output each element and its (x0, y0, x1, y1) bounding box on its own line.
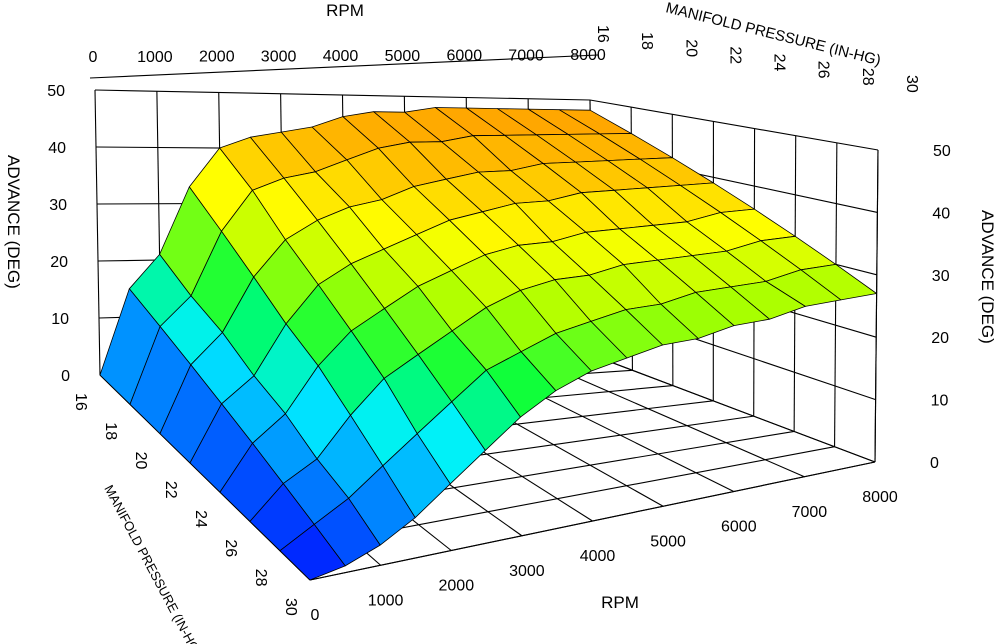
back-wall-gridline (94, 89, 101, 376)
bottom-x-tick-label: 0 (311, 607, 320, 624)
surface-cell (279, 524, 346, 581)
top-x-tick-label: 0 (89, 49, 98, 66)
top-x-tick-label: 4000 (323, 48, 359, 65)
tick-labels: 0 10 20 30 40 50 0 10 20 30 40 50 0 1000 2000 3000 4000 5… (47, 25, 951, 624)
top-y-tick-label: 22 (726, 46, 743, 64)
side-wall-gridline (591, 354, 876, 463)
left-y-tick-label: 20 (132, 452, 149, 470)
top-x-tick-label: 1000 (137, 49, 173, 66)
bottom-x-tick-label: 5000 (650, 533, 686, 550)
right-z-axis-title: ADVANCE (DEG) (978, 210, 997, 344)
side-wall-gridline (589, 99, 879, 151)
left-z-tick-label: 10 (51, 311, 69, 328)
bottom-x-tick-label: 7000 (792, 504, 828, 521)
right-z-tick-label: 0 (930, 455, 939, 472)
left-z-axis-title: ADVANCE (DEG) (4, 155, 23, 289)
surface-mesh (99, 107, 877, 581)
bottom-x-tick-label: 2000 (439, 578, 475, 595)
bottom-x-tick-label: 4000 (580, 548, 616, 565)
top-y-tick-label: 18 (638, 32, 655, 50)
right-z-tick-label: 50 (933, 143, 951, 160)
bottom-x-tick-label: 8000 (862, 489, 898, 506)
bottom-x-tick-label: 6000 (721, 519, 757, 536)
right-z-tick-label: 20 (931, 330, 949, 347)
top-x-axis-line (89, 54, 599, 79)
top-x-tick-label: 8000 (570, 47, 606, 64)
left-z-tick-label: 30 (49, 197, 67, 214)
left-y-tick-label: 22 (162, 481, 179, 499)
left-z-tick-label: 40 (48, 140, 66, 157)
left-y-tick-label: 30 (282, 598, 299, 616)
bottom-x-tick-label: 1000 (368, 592, 404, 609)
right-z-tick-label: 10 (931, 393, 949, 410)
left-y-tick-label: 18 (102, 422, 119, 440)
top-y-tick-label: 24 (771, 54, 788, 72)
top-x-tick-label: 6000 (447, 48, 483, 65)
left-y-tick-label: 16 (72, 393, 89, 411)
left-y-tick-label: 26 (222, 539, 239, 557)
top-x-tick-label: 2000 (199, 49, 235, 66)
back-wall-gridline (94, 89, 591, 101)
right-z-tick-label: 30 (932, 268, 950, 285)
left-y-tick-label: 28 (252, 569, 269, 587)
left-z-tick-label: 20 (50, 254, 68, 271)
top-y-tick-label: 26 (815, 61, 832, 79)
top-x-tick-label: 5000 (385, 48, 421, 65)
top-y-tick-label: 30 (903, 75, 920, 93)
top-x-axis-title: RPM (326, 1, 364, 20)
bottom-x-axis-title: RPM (601, 593, 639, 612)
left-y-tick-label: 24 (192, 510, 209, 528)
front-x-axis-line (309, 461, 876, 581)
left-z-tick-label: 50 (47, 83, 65, 100)
bottom-x-tick-label: 3000 (509, 563, 545, 580)
left-y-axis-title: MANIFOLD PRESSURE (IN-HG) (101, 482, 204, 644)
top-y-tick-label: 20 (682, 39, 699, 57)
left-z-tick-label: 0 (61, 368, 70, 385)
right-z-tick-label: 40 (932, 205, 950, 222)
top-y-tick-label: 28 (859, 68, 876, 86)
top-x-tick-label: 7000 (508, 47, 544, 64)
right-z-axis-line (874, 149, 879, 463)
top-x-tick-label: 3000 (261, 48, 297, 65)
top-y-tick-label: 16 (594, 25, 611, 43)
